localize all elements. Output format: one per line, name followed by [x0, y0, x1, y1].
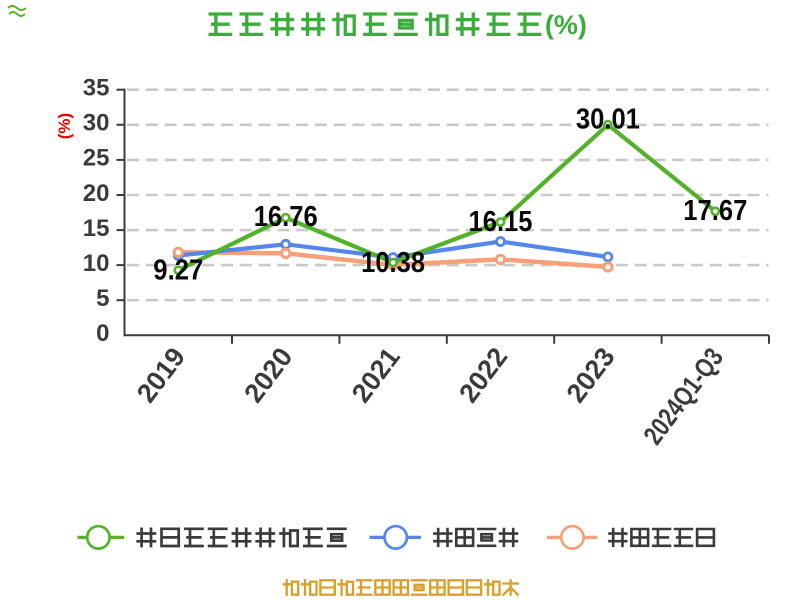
svg-text:5: 5: [96, 285, 109, 312]
svg-text:30.01: 30.01: [576, 104, 640, 136]
svg-text:10.38: 10.38: [361, 247, 425, 279]
svg-text:17.67: 17.67: [683, 195, 747, 227]
svg-text:16.15: 16.15: [469, 206, 533, 238]
svg-text:35: 35: [83, 75, 110, 102]
svg-text:20: 20: [83, 180, 110, 207]
svg-text:25: 25: [83, 145, 110, 172]
svg-text:9.27: 9.27: [153, 254, 203, 286]
svg-text:0: 0: [96, 320, 109, 347]
svg-text:10: 10: [83, 250, 110, 277]
svg-text:(%): (%): [55, 113, 74, 139]
svg-text:(%): (%): [545, 10, 587, 40]
svg-text:15: 15: [83, 215, 110, 242]
svg-text:30: 30: [83, 110, 110, 137]
svg-text:16.76: 16.76: [254, 201, 318, 233]
